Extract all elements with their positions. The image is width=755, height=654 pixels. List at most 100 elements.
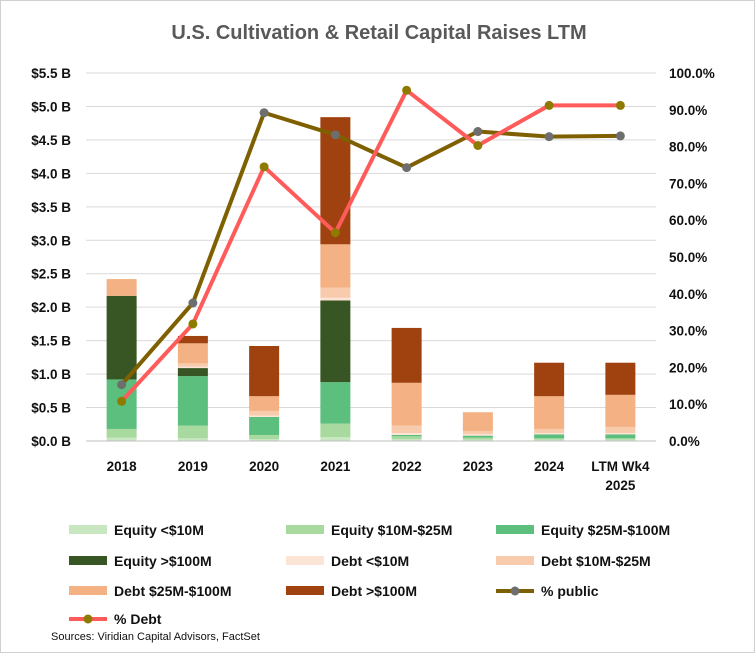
bar-equity-100m (320, 300, 351, 383)
x-tick-label: 2020 (249, 459, 279, 474)
y-tick-label: $3.0 B (31, 233, 71, 248)
bar-debt-10m (462, 434, 493, 436)
legend-item-debt: % Debt (69, 611, 162, 627)
legend-label: % Debt (114, 611, 162, 627)
y2-tick-label: 80.0% (669, 140, 707, 155)
bar-debt-25m-100m (605, 394, 636, 427)
bar-equity-25m-100m (320, 382, 351, 424)
legend-item-debt-100m: Debt >$100M (286, 583, 417, 599)
point-public (402, 163, 412, 173)
line-series-group (117, 85, 625, 406)
bar-equity-25m-100m (391, 434, 422, 437)
x-tick-label: 2018 (107, 459, 138, 474)
point-debt (259, 162, 269, 172)
bar-equity-100m (177, 368, 208, 377)
bar-debt-25m-100m (177, 343, 208, 364)
bar-debt-25m-100m (391, 382, 422, 426)
legend-swatch (286, 586, 324, 595)
bar-equity-25m-100m (249, 416, 280, 435)
bar-debt-25m-100m (462, 412, 493, 431)
bar-equity-10m (249, 438, 280, 441)
legend-label: Equity $25M-$100M (541, 522, 670, 538)
point-debt (117, 396, 127, 406)
point-public (473, 127, 483, 137)
bar-debt-25m-100m (534, 396, 565, 429)
y-tick-label: $5.0 B (31, 99, 71, 114)
x-tick-label: 2025 (605, 478, 636, 493)
legend-label: % public (541, 583, 599, 599)
bar-equity-10m (320, 436, 351, 441)
bar-equity-10m-25m (462, 437, 493, 440)
point-public (330, 130, 340, 140)
bar-debt-100m (391, 327, 422, 383)
bar-debt-100m (249, 345, 280, 397)
bar-debt-100m (605, 362, 636, 395)
legend-label: Debt $10M-$25M (541, 553, 651, 569)
legend-swatch (69, 556, 107, 565)
bar-equity-25m-100m (462, 435, 493, 438)
bar-debt-10m-25m (462, 430, 493, 435)
bar-equity-10m (106, 437, 137, 441)
bar-equity-10m-25m (605, 438, 636, 440)
gridlines (86, 72, 656, 442)
y2-tick-label: 100.0% (669, 66, 715, 81)
y2-tick-label: 0.0% (669, 434, 700, 449)
bar-equity-25m-100m (177, 376, 208, 426)
x-tick-label: LTM Wk4 (591, 459, 650, 474)
bar-equity-10m (534, 439, 565, 441)
point-debt (473, 140, 483, 150)
bar-equity-10m-25m (106, 428, 137, 438)
legend-swatch (69, 525, 107, 534)
y-tick-label: $5.5 B (31, 66, 71, 81)
bar-equity-10m (605, 439, 636, 441)
bar-debt-10m-25m (249, 410, 280, 416)
x-tick-label: 2019 (178, 459, 208, 474)
legend-marker (83, 614, 93, 624)
y2-tick-label: 90.0% (669, 103, 707, 118)
legend-item-equity-10m: Equity <$10M (69, 522, 204, 538)
x-tick-label: 2021 (320, 459, 351, 474)
legend-label: Equity $10M-$25M (331, 522, 452, 538)
bar-debt-10m (249, 415, 280, 417)
bar-equity-10m (391, 438, 422, 441)
chart-title: U.S. Cultivation & Retail Capital Raises… (171, 22, 586, 44)
bar-equity-100m (106, 295, 137, 380)
y-tick-label: $4.5 B (31, 133, 71, 148)
legend-item-equity-100m: Equity >$100M (69, 553, 212, 569)
point-debt (330, 228, 340, 238)
bar-equity-10m-25m (391, 436, 422, 439)
y2-tick-label: 50.0% (669, 250, 707, 265)
legend-item-equity-25m-100m: Equity $25M-$100M (496, 522, 670, 538)
legend-marker (510, 586, 520, 596)
bar-debt-10m (391, 432, 422, 435)
axes: $0.0 B $0.5 B $1.0 B $1.5 B $2.0 B $2.5 B $3.0… (31, 66, 715, 493)
bar-debt-25m-100m (320, 244, 351, 288)
bar-debt-10m-25m (320, 287, 351, 298)
bar-equity-10m (462, 439, 493, 441)
bar-debt-100m (534, 362, 565, 397)
point-debt (402, 85, 412, 95)
bar-debt-10m-25m (605, 426, 636, 433)
point-public (117, 380, 127, 390)
bar-debt-25m-100m (106, 279, 137, 296)
bar-debt-10m-25m (177, 363, 208, 367)
bar-equity-10m-25m (177, 425, 208, 439)
source-note: Sources: Viridian Capital Advisors, Fact… (51, 631, 260, 643)
legend-label: Debt $25M-$100M (114, 583, 232, 599)
line-public (120, 110, 621, 387)
bar-equity-25m-100m (534, 434, 565, 439)
x-tick-label: 2024 (534, 459, 565, 474)
bar-debt-10m (534, 432, 565, 435)
point-public (544, 132, 554, 142)
point-debt (544, 100, 554, 110)
bar-equity-10m-25m (534, 438, 565, 440)
bar-debt-100m (177, 335, 208, 344)
point-public (615, 131, 625, 141)
x-tick-label: 2022 (392, 459, 422, 474)
point-public (259, 108, 269, 118)
y-tick-label: $1.5 B (31, 334, 71, 349)
y2-tick-label: 70.0% (669, 176, 707, 191)
legend-swatch (496, 556, 534, 565)
